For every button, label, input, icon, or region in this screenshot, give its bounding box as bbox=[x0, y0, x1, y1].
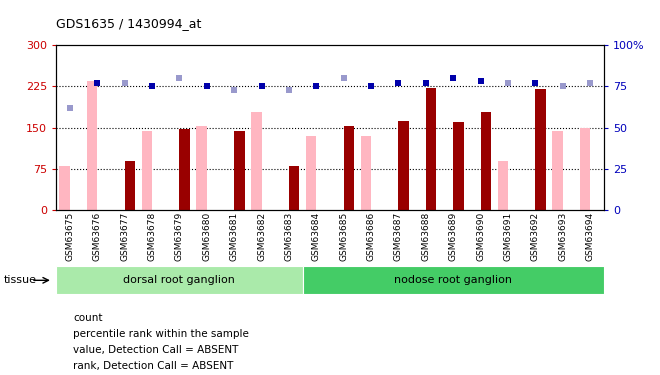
Text: nodose root ganglion: nodose root ganglion bbox=[394, 275, 512, 285]
Bar bbox=[480, 112, 491, 210]
Bar bbox=[196, 126, 207, 210]
Bar bbox=[59, 166, 70, 210]
Bar bbox=[535, 89, 546, 210]
Bar bbox=[141, 131, 152, 210]
Bar bbox=[86, 81, 97, 210]
Text: rank, Detection Call = ABSENT: rank, Detection Call = ABSENT bbox=[73, 361, 234, 370]
Bar bbox=[302, 266, 604, 294]
Bar bbox=[579, 128, 590, 210]
Bar bbox=[399, 121, 409, 210]
Text: percentile rank within the sample: percentile rank within the sample bbox=[73, 329, 249, 339]
Bar bbox=[234, 131, 245, 210]
Bar bbox=[289, 166, 300, 210]
Text: GDS1635 / 1430994_at: GDS1635 / 1430994_at bbox=[56, 17, 201, 30]
Bar bbox=[360, 136, 371, 210]
Text: value, Detection Call = ABSENT: value, Detection Call = ABSENT bbox=[73, 345, 239, 355]
Text: tissue: tissue bbox=[3, 275, 36, 285]
Bar bbox=[56, 266, 302, 294]
Bar bbox=[180, 129, 190, 210]
Bar bbox=[498, 160, 508, 210]
Text: dorsal root ganglion: dorsal root ganglion bbox=[123, 275, 236, 285]
Bar bbox=[251, 112, 261, 210]
Bar bbox=[552, 131, 563, 210]
Bar bbox=[426, 88, 436, 210]
Bar bbox=[306, 136, 316, 210]
Bar bbox=[125, 160, 135, 210]
Text: count: count bbox=[73, 314, 103, 323]
Bar bbox=[344, 126, 354, 210]
Bar bbox=[453, 122, 464, 210]
